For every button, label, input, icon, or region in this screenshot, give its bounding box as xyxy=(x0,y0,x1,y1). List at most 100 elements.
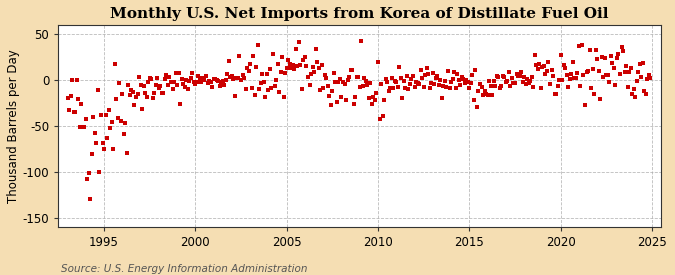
Point xyxy=(587,66,598,71)
Point xyxy=(271,78,281,82)
Point xyxy=(621,63,632,68)
Point xyxy=(345,67,356,72)
Point xyxy=(62,96,73,101)
Point xyxy=(641,92,651,96)
Point xyxy=(406,77,417,81)
Point xyxy=(317,62,327,67)
Point xyxy=(221,77,232,82)
Point xyxy=(97,141,108,145)
Point xyxy=(371,90,382,95)
Point xyxy=(265,67,275,71)
Point xyxy=(447,77,458,81)
Point xyxy=(91,140,102,145)
Point xyxy=(106,120,117,124)
Point xyxy=(449,70,460,74)
Point xyxy=(377,114,388,118)
Point xyxy=(414,81,425,86)
Point xyxy=(295,63,306,67)
Point xyxy=(396,76,406,80)
Point xyxy=(275,70,286,75)
Point xyxy=(290,47,301,52)
Point xyxy=(117,92,128,97)
Point xyxy=(533,67,543,72)
Point xyxy=(283,57,294,62)
Point xyxy=(257,72,268,76)
Point xyxy=(339,81,350,86)
Point xyxy=(354,84,365,89)
Point xyxy=(190,81,200,86)
Point xyxy=(518,75,529,79)
Point xyxy=(418,85,429,89)
Point xyxy=(163,83,173,87)
Point xyxy=(263,88,274,92)
Point xyxy=(598,75,609,79)
Point xyxy=(464,86,475,90)
Point xyxy=(175,101,186,106)
Point xyxy=(365,81,376,86)
Point xyxy=(115,119,126,123)
Point xyxy=(522,77,533,82)
Point xyxy=(351,75,362,80)
Point xyxy=(362,82,373,87)
Point xyxy=(298,57,309,62)
Point xyxy=(593,68,604,73)
Point xyxy=(630,95,641,99)
Point xyxy=(456,75,467,79)
Point xyxy=(539,64,549,68)
Point xyxy=(73,97,84,101)
Point xyxy=(230,94,240,98)
Point xyxy=(207,84,217,89)
Point xyxy=(243,69,254,73)
Point xyxy=(499,75,510,79)
Point xyxy=(628,87,639,91)
Point xyxy=(65,94,76,98)
Point xyxy=(425,86,435,90)
Point xyxy=(292,64,302,68)
Point xyxy=(403,86,414,91)
Point xyxy=(374,117,385,122)
Point xyxy=(300,54,310,59)
Point xyxy=(512,73,523,78)
Point xyxy=(400,85,411,90)
Point xyxy=(112,116,123,120)
Point xyxy=(444,86,455,90)
Point xyxy=(580,102,591,107)
Point xyxy=(102,136,113,140)
Point xyxy=(140,91,151,96)
Point xyxy=(528,85,539,89)
Point xyxy=(205,79,216,84)
Point xyxy=(214,84,225,89)
Point xyxy=(161,72,172,77)
Point xyxy=(153,86,164,90)
Point xyxy=(261,72,272,77)
Point xyxy=(578,73,589,78)
Point xyxy=(259,80,269,84)
Point xyxy=(589,91,599,96)
Point xyxy=(267,52,278,56)
Point xyxy=(255,81,266,85)
Point xyxy=(254,87,265,91)
Point xyxy=(402,74,412,79)
Point xyxy=(391,80,402,85)
Point xyxy=(246,86,257,90)
Point xyxy=(563,85,574,89)
Point xyxy=(410,79,421,84)
Point xyxy=(438,83,449,88)
Point xyxy=(504,70,514,75)
Point xyxy=(581,69,592,74)
Point xyxy=(514,74,525,78)
Point xyxy=(437,96,448,100)
Point xyxy=(506,76,517,80)
Point xyxy=(302,75,313,79)
Point xyxy=(272,62,283,66)
Point xyxy=(347,68,358,72)
Point xyxy=(546,67,557,72)
Point xyxy=(576,43,587,47)
Point xyxy=(566,72,576,76)
Point xyxy=(134,75,144,80)
Point xyxy=(222,72,233,77)
Point xyxy=(105,125,115,130)
Point xyxy=(524,79,535,83)
Point xyxy=(321,76,331,80)
Point xyxy=(517,79,528,84)
